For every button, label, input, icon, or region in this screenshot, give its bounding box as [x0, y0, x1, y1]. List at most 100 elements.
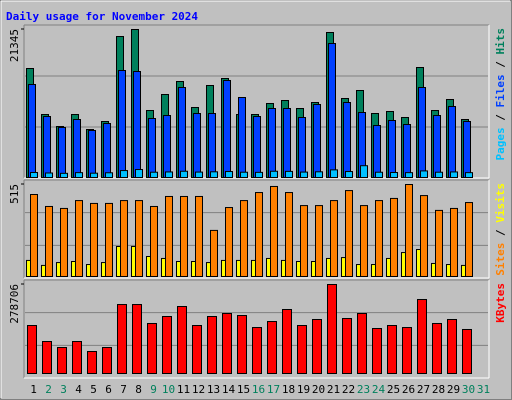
bar	[270, 185, 278, 277]
x-tick-label: 23	[357, 383, 370, 396]
x-tick-label: 13	[207, 383, 220, 396]
x-tick-label: 5	[90, 383, 97, 396]
bar	[343, 102, 351, 178]
bar	[165, 195, 173, 277]
bar	[237, 315, 247, 375]
bar	[133, 71, 141, 178]
bar	[315, 205, 323, 277]
bar	[388, 120, 396, 178]
bar	[372, 328, 382, 374]
bar	[178, 87, 186, 178]
bar	[165, 171, 173, 178]
bar	[60, 172, 68, 179]
bar	[465, 202, 473, 278]
bar	[163, 115, 171, 178]
bar	[313, 104, 321, 178]
bar	[75, 200, 83, 277]
bar	[222, 312, 232, 374]
bar	[90, 172, 98, 178]
bar	[132, 304, 142, 374]
y-tick-label: 21345	[8, 29, 21, 62]
bar	[103, 123, 111, 178]
bar	[405, 184, 413, 277]
bar	[328, 43, 336, 179]
bar	[177, 306, 187, 375]
x-tick-label: 12	[192, 383, 205, 396]
bar	[135, 200, 143, 277]
bar	[387, 325, 397, 375]
bar	[255, 171, 263, 178]
bar	[285, 170, 293, 178]
bar	[342, 318, 352, 374]
x-tick-label: 21	[327, 383, 340, 396]
legend-entry: KBytes	[494, 283, 507, 323]
bar	[330, 169, 338, 179]
bar	[435, 171, 443, 178]
bar	[195, 195, 203, 277]
bar	[162, 315, 172, 375]
bar	[420, 170, 428, 179]
legend: Pages / Files / Hits	[494, 28, 507, 161]
bar	[45, 205, 53, 277]
bar	[88, 130, 96, 178]
x-tick-label: 30	[462, 383, 475, 396]
x-tick-label: 16	[252, 383, 265, 396]
legend-separator: /	[494, 55, 507, 68]
bar	[58, 127, 66, 178]
bar	[150, 171, 158, 178]
bar	[417, 299, 427, 374]
bar	[73, 118, 81, 179]
bar	[147, 322, 157, 374]
bar	[193, 113, 201, 179]
x-tick-label: 24	[372, 383, 386, 396]
x-tick-label: 18	[282, 383, 295, 396]
x-tick-label: 27	[417, 383, 430, 396]
bar	[405, 172, 413, 179]
bar	[210, 171, 218, 179]
x-tick-label: 20	[312, 383, 325, 396]
bar	[390, 172, 398, 179]
x-tick-label: 22	[342, 383, 355, 396]
x-tick-label: 4	[75, 383, 82, 396]
bar	[375, 171, 383, 178]
bar	[180, 195, 188, 277]
bar	[42, 341, 52, 374]
bar	[253, 116, 261, 179]
bar	[403, 124, 411, 178]
bar	[150, 205, 158, 277]
bar	[210, 229, 218, 277]
legend-entry: Hits	[494, 28, 507, 55]
bar	[255, 192, 263, 277]
bar	[240, 200, 248, 277]
legend-entry: Sites	[494, 236, 507, 276]
y-tick-label: 515	[8, 184, 21, 204]
bar	[225, 207, 233, 277]
x-tick-label: 11	[177, 383, 190, 396]
bar	[207, 315, 217, 375]
x-tick-label: 3	[60, 383, 67, 396]
bar	[60, 207, 68, 277]
bar	[117, 304, 127, 374]
bar	[120, 200, 128, 277]
bar	[120, 170, 128, 178]
chart-title: Daily usage for November 2024	[6, 10, 198, 23]
bar	[450, 207, 458, 277]
bar	[192, 325, 202, 375]
bar	[30, 194, 38, 278]
bar	[72, 341, 82, 374]
x-tick-label: 1	[30, 383, 37, 396]
bar	[433, 115, 441, 178]
bar	[148, 118, 156, 178]
x-tick-label: 19	[297, 383, 310, 396]
x-tick-label: 7	[120, 383, 127, 396]
bar	[357, 312, 367, 374]
bar	[118, 70, 126, 178]
bar	[373, 125, 381, 178]
bar	[463, 121, 471, 178]
bar	[330, 200, 338, 277]
bar	[420, 195, 428, 277]
bar	[223, 80, 231, 178]
bar	[375, 200, 383, 277]
bar	[300, 205, 308, 277]
